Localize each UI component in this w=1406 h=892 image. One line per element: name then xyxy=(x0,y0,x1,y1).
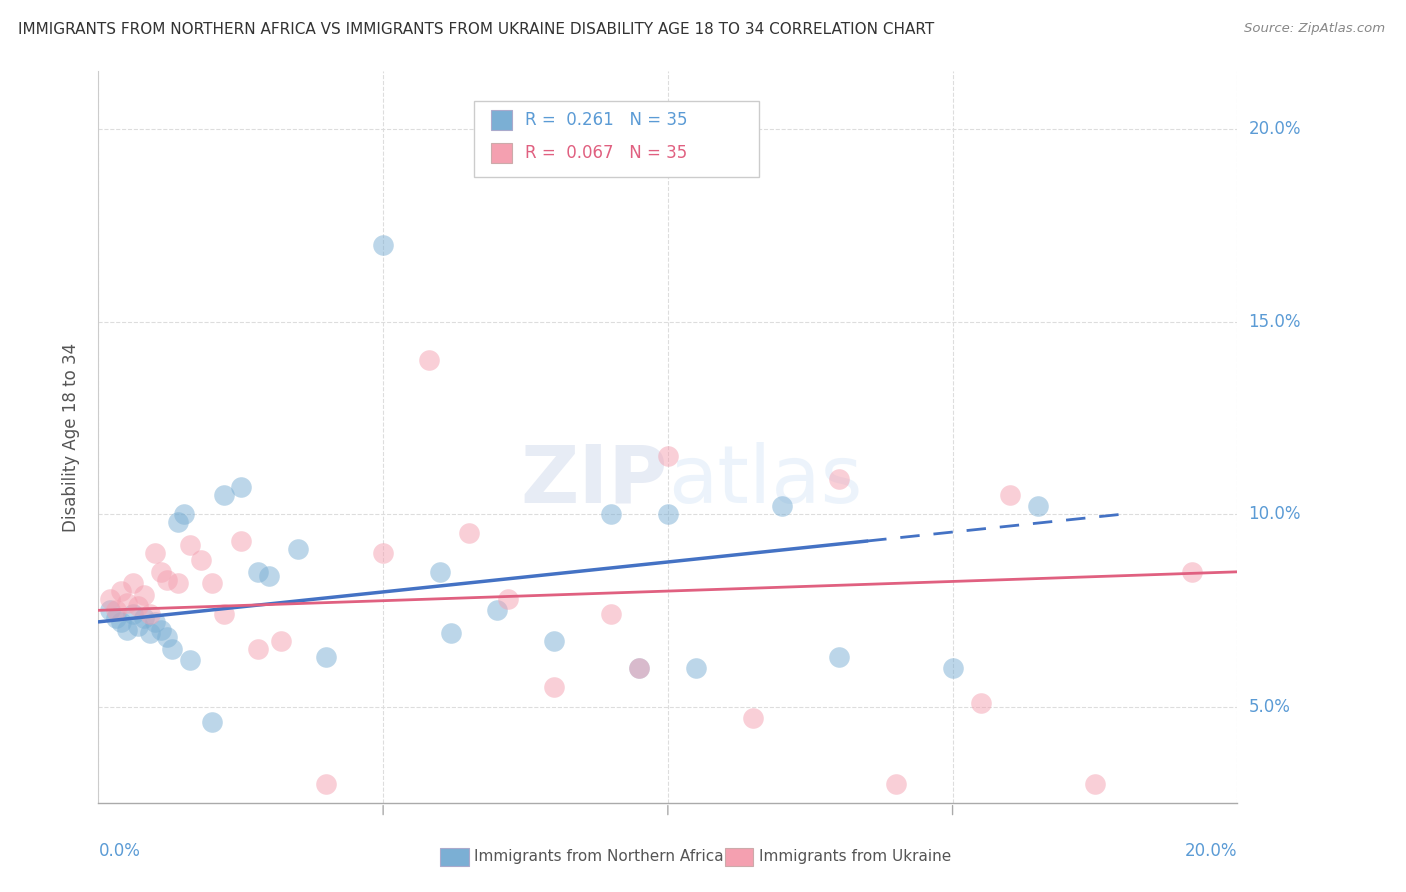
Point xyxy=(104,603,127,617)
Point xyxy=(110,615,132,629)
Point xyxy=(127,599,149,614)
Y-axis label: Disability Age 18 to 34: Disability Age 18 to 34 xyxy=(62,343,80,532)
Point xyxy=(828,649,851,664)
Bar xyxy=(440,848,468,866)
Bar xyxy=(491,143,512,163)
Point xyxy=(132,588,155,602)
Point xyxy=(145,545,167,559)
Point xyxy=(150,623,173,637)
Text: R =  0.067   N = 35: R = 0.067 N = 35 xyxy=(526,144,688,162)
Point xyxy=(138,626,160,640)
Point xyxy=(229,534,252,549)
Point xyxy=(179,538,201,552)
Point xyxy=(173,507,195,521)
Point xyxy=(115,596,138,610)
Point xyxy=(884,776,907,790)
Point xyxy=(600,607,623,622)
Point xyxy=(287,541,309,556)
Point xyxy=(543,681,565,695)
Point xyxy=(150,565,173,579)
Point xyxy=(246,641,269,656)
Point xyxy=(418,353,440,368)
Point xyxy=(942,661,965,675)
Bar xyxy=(491,110,512,130)
Text: atlas: atlas xyxy=(668,442,862,520)
Point xyxy=(138,607,160,622)
Point xyxy=(628,661,651,675)
Point xyxy=(770,500,793,514)
Text: 20.0%: 20.0% xyxy=(1185,842,1237,860)
Point xyxy=(373,237,395,252)
Text: R =  0.261   N = 35: R = 0.261 N = 35 xyxy=(526,111,688,129)
Point xyxy=(110,584,132,599)
Text: 20.0%: 20.0% xyxy=(1249,120,1301,138)
Text: IMMIGRANTS FROM NORTHERN AFRICA VS IMMIGRANTS FROM UKRAINE DISABILITY AGE 18 TO : IMMIGRANTS FROM NORTHERN AFRICA VS IMMIG… xyxy=(18,22,935,37)
Point xyxy=(315,649,337,664)
Point xyxy=(742,711,765,725)
Point xyxy=(156,573,179,587)
Point xyxy=(970,696,993,710)
Point xyxy=(498,591,520,606)
Text: 15.0%: 15.0% xyxy=(1249,312,1301,331)
Point xyxy=(998,488,1021,502)
Point xyxy=(486,603,509,617)
Point xyxy=(657,450,679,464)
Point xyxy=(212,607,235,622)
Text: 10.0%: 10.0% xyxy=(1249,505,1301,523)
Point xyxy=(685,661,707,675)
Point xyxy=(98,603,121,617)
Bar xyxy=(725,848,754,866)
Point xyxy=(457,526,479,541)
Point xyxy=(104,611,127,625)
Point xyxy=(201,576,224,591)
Point xyxy=(127,618,149,632)
Point xyxy=(179,653,201,667)
Point xyxy=(115,623,138,637)
Text: 5.0%: 5.0% xyxy=(1249,698,1291,715)
Text: Immigrants from Ukraine: Immigrants from Ukraine xyxy=(759,849,952,864)
Point xyxy=(429,565,451,579)
Point xyxy=(229,480,252,494)
Point xyxy=(132,611,155,625)
Point xyxy=(98,591,121,606)
Point xyxy=(373,545,395,559)
Point xyxy=(167,576,190,591)
Text: 0.0%: 0.0% xyxy=(98,842,141,860)
Point xyxy=(270,634,292,648)
Point xyxy=(190,553,212,567)
Point xyxy=(201,714,224,729)
Text: ZIP: ZIP xyxy=(520,442,668,520)
Point xyxy=(543,634,565,648)
Point xyxy=(145,615,167,629)
Point xyxy=(259,568,281,582)
Point xyxy=(246,565,269,579)
Point xyxy=(315,776,337,790)
Point xyxy=(1181,565,1204,579)
Point xyxy=(156,630,179,644)
Point xyxy=(828,472,851,486)
Point xyxy=(1026,500,1049,514)
Point xyxy=(600,507,623,521)
Text: Immigrants from Northern Africa: Immigrants from Northern Africa xyxy=(474,849,724,864)
Point xyxy=(121,576,143,591)
Text: Source: ZipAtlas.com: Source: ZipAtlas.com xyxy=(1244,22,1385,36)
Point xyxy=(162,641,184,656)
Point xyxy=(657,507,679,521)
FancyBboxPatch shape xyxy=(474,101,759,178)
Point xyxy=(167,515,190,529)
Point xyxy=(212,488,235,502)
Point xyxy=(121,607,143,622)
Point xyxy=(440,626,463,640)
Point xyxy=(628,661,651,675)
Point xyxy=(1084,776,1107,790)
